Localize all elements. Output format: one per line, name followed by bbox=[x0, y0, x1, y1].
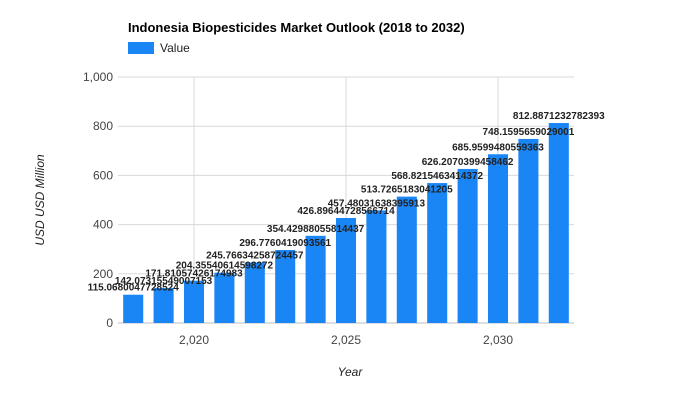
bar bbox=[305, 235, 326, 323]
data-label: 171.81057426174983 bbox=[145, 269, 243, 280]
bar bbox=[153, 288, 174, 323]
legend-label: Value bbox=[160, 41, 190, 55]
bar bbox=[123, 294, 144, 323]
legend-swatch bbox=[128, 42, 154, 54]
bar-series bbox=[123, 123, 569, 324]
legend: Value bbox=[128, 41, 190, 55]
y-tick-label: 0 bbox=[106, 316, 113, 330]
chart-title: Indonesia Biopesticides Market Outlook (… bbox=[128, 20, 465, 35]
bar bbox=[214, 272, 235, 323]
data-labels: 115.0680047728524142.07315549007153171.8… bbox=[88, 111, 606, 294]
data-label: 513.7265183041205 bbox=[361, 185, 453, 196]
data-label: 568.8215463414372 bbox=[391, 171, 483, 182]
y-tick-label: 800 bbox=[93, 119, 113, 133]
data-label: 204.35540614598272 bbox=[176, 261, 274, 272]
x-axis-ticks: 2,020 2,025 2,030 bbox=[179, 333, 513, 347]
bar bbox=[244, 262, 265, 323]
bar bbox=[183, 280, 205, 323]
bar bbox=[518, 138, 539, 323]
data-label: 115.0680047728524 bbox=[88, 283, 180, 294]
y-tick-label: 400 bbox=[93, 218, 113, 232]
x-axis-title: Year bbox=[338, 365, 364, 379]
data-label: 457.48031638395913 bbox=[328, 198, 426, 209]
bar bbox=[366, 210, 387, 323]
bar bbox=[487, 154, 509, 323]
data-label: 142.07315549007153 bbox=[115, 276, 213, 287]
y-axis-title: USD USD Million bbox=[33, 154, 47, 246]
bar bbox=[457, 168, 478, 323]
x-tick-label: 2,030 bbox=[483, 333, 513, 347]
y-tick-label: 200 bbox=[93, 267, 113, 281]
bar bbox=[427, 183, 448, 323]
data-label: 812.8871232782393 bbox=[513, 111, 605, 122]
data-label: 426.89644728566714 bbox=[297, 206, 395, 217]
data-label: 626.2070399458462 bbox=[422, 157, 514, 168]
data-label: 245.76634258724457 bbox=[206, 251, 304, 262]
bar bbox=[548, 123, 569, 324]
bar bbox=[275, 249, 296, 323]
data-label: 685.9599480559363 bbox=[452, 142, 544, 153]
bar bbox=[335, 217, 357, 323]
x-tick-label: 2,025 bbox=[331, 333, 361, 347]
bar bbox=[396, 196, 417, 323]
y-axis-ticks: 0 200 400 600 800 1,000 bbox=[83, 70, 113, 330]
data-label: 354.42988055814437 bbox=[267, 224, 365, 235]
data-label: 296.7760419093561 bbox=[239, 238, 331, 249]
y-tick-label: 600 bbox=[93, 168, 113, 182]
data-label: 748.1595659029001 bbox=[483, 127, 575, 138]
y-tick-label: 1,000 bbox=[83, 70, 113, 84]
x-tick-label: 2,020 bbox=[179, 333, 209, 347]
